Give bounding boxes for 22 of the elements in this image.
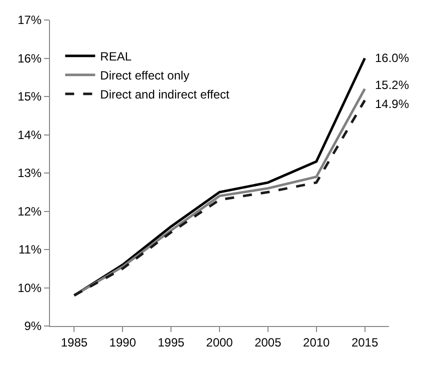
y-tick-label: 9% bbox=[24, 319, 42, 334]
y-tick-label: 14% bbox=[18, 128, 42, 142]
y-tick-label: 15% bbox=[18, 90, 42, 104]
y-tick-label: 11% bbox=[18, 242, 42, 257]
x-tick-label: 2010 bbox=[303, 335, 330, 350]
legend-label: Direct effect only bbox=[100, 68, 190, 83]
x-tick-label: 2015 bbox=[351, 335, 378, 350]
y-tick-label: 10% bbox=[18, 280, 42, 295]
data-label: 14.9% bbox=[375, 97, 410, 111]
x-tick-label: 1985 bbox=[60, 335, 88, 350]
x-tick-label: 1990 bbox=[109, 335, 136, 350]
x-tick-label: 1995 bbox=[158, 335, 185, 350]
x-tick-label: 2000 bbox=[206, 335, 234, 350]
legend-label: REAL bbox=[100, 50, 132, 64]
data-label: 15.2% bbox=[375, 78, 410, 92]
legend-label: Direct and indirect effect bbox=[100, 88, 230, 102]
x-tick-label: 2005 bbox=[254, 335, 282, 350]
y-tick-label: 17% bbox=[18, 13, 42, 28]
data-label: 16.0% bbox=[375, 51, 410, 65]
y-tick-label: 13% bbox=[18, 166, 42, 180]
y-tick-label: 16% bbox=[18, 51, 42, 66]
y-tick-label: 12% bbox=[18, 204, 42, 218]
